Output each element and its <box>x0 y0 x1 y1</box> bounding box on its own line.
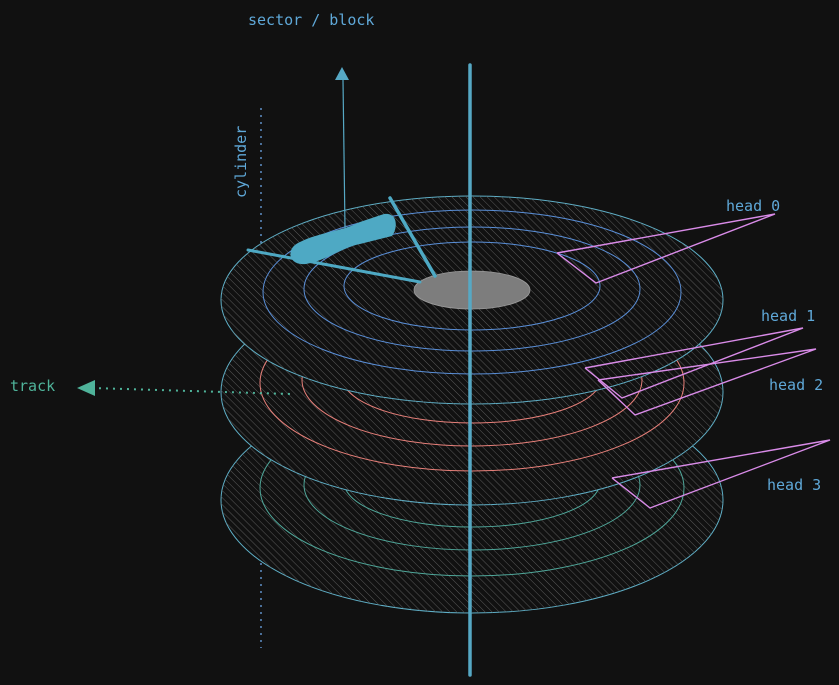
cylinder-label: cylinder <box>232 126 250 198</box>
head-pointers <box>556 213 831 509</box>
head-0-pointer <box>556 213 776 284</box>
arrow-up-icon <box>335 67 349 229</box>
hub-top <box>413 270 531 310</box>
head-2-pointer <box>597 348 817 416</box>
track-label: track <box>10 377 55 395</box>
sector-block-label: sector / block <box>248 11 374 29</box>
head-1-label: head 1 <box>761 307 815 325</box>
tracks-top <box>262 209 682 375</box>
actuator-arm-icon <box>246 196 437 284</box>
head-2-label: head 2 <box>769 376 823 394</box>
head-0-label: head 0 <box>726 197 780 215</box>
head-1-pointer <box>584 327 804 399</box>
head-3-label: head 3 <box>767 476 821 494</box>
arrow-left-icon <box>77 380 291 396</box>
head-3-pointer <box>611 439 831 509</box>
